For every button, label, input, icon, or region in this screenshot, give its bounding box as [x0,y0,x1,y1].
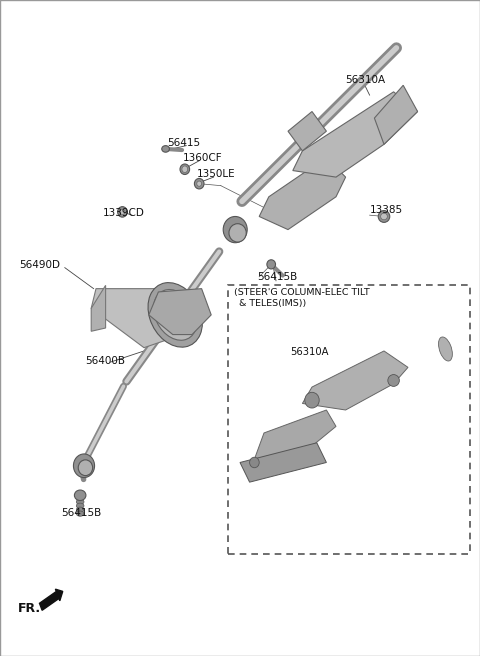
Ellipse shape [388,375,399,386]
Ellipse shape [381,213,387,220]
Text: 56310A: 56310A [346,75,386,85]
Text: 13385: 13385 [370,205,403,215]
Ellipse shape [197,181,202,186]
Text: 56415B: 56415B [61,508,102,518]
Ellipse shape [229,224,246,242]
Polygon shape [302,351,408,410]
Ellipse shape [182,166,188,173]
Ellipse shape [73,454,95,478]
FancyArrow shape [39,589,63,610]
Ellipse shape [76,507,84,512]
Polygon shape [259,157,346,230]
Polygon shape [254,410,336,459]
Text: 56310A: 56310A [290,347,329,357]
Text: 56415: 56415 [167,138,200,148]
Text: 56490D: 56490D [19,260,60,270]
Ellipse shape [180,164,190,174]
Polygon shape [91,289,192,348]
Ellipse shape [305,392,319,408]
FancyBboxPatch shape [228,285,470,554]
Ellipse shape [154,289,197,340]
Text: 1339CD: 1339CD [103,208,145,218]
Ellipse shape [250,457,259,468]
Ellipse shape [76,499,84,504]
Text: FR.: FR. [18,602,41,615]
Ellipse shape [162,146,169,152]
Ellipse shape [78,460,93,476]
Ellipse shape [378,211,390,222]
Polygon shape [374,85,418,144]
Polygon shape [288,112,326,151]
Ellipse shape [74,490,86,501]
Text: 1350LE: 1350LE [197,169,235,179]
Ellipse shape [76,503,84,508]
Ellipse shape [76,511,84,516]
Polygon shape [240,443,326,482]
Ellipse shape [267,260,276,269]
Polygon shape [293,92,418,177]
Polygon shape [149,289,211,335]
Text: 1360CF: 1360CF [182,153,222,163]
Ellipse shape [120,209,125,215]
Text: & TELES(IMS)): & TELES(IMS)) [239,299,306,308]
Text: 56415B: 56415B [257,272,297,282]
Polygon shape [91,285,106,331]
Text: (STEER'G COLUMN-ELEC TILT: (STEER'G COLUMN-ELEC TILT [234,287,370,297]
Ellipse shape [439,337,452,361]
Text: 56400B: 56400B [85,356,125,366]
Ellipse shape [223,216,247,243]
Ellipse shape [194,178,204,189]
Ellipse shape [148,283,203,347]
Ellipse shape [118,207,127,217]
